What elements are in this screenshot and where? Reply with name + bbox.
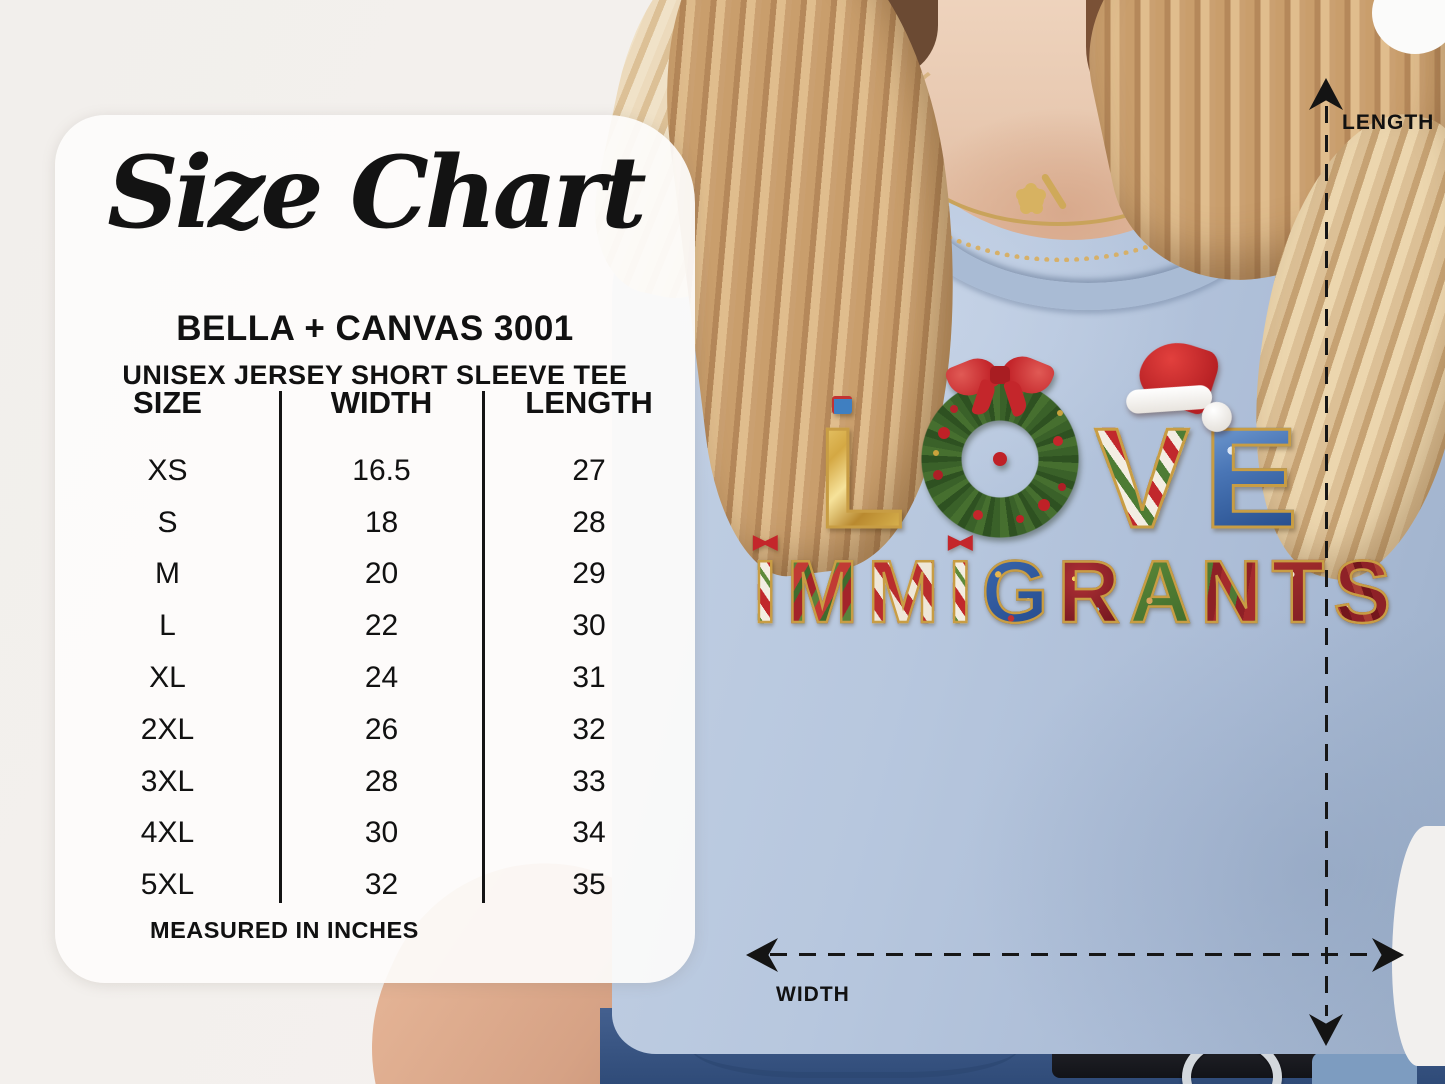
- table-row: 5XL 32 35: [55, 859, 695, 911]
- table-cell: 32: [572, 712, 606, 746]
- table-cell: 27: [572, 453, 606, 487]
- print-letter: N: [1196, 546, 1267, 637]
- table-cell: XL: [149, 661, 186, 695]
- print-letter: M: [863, 546, 944, 637]
- table-row: L 22 30: [55, 600, 695, 652]
- table-cell: 3XL: [140, 764, 195, 798]
- table-row: XL 24 31: [55, 652, 695, 704]
- jeans-seam: [690, 1014, 1020, 1078]
- card-title: Size Chart: [107, 135, 647, 251]
- table-cell: 16.5: [352, 453, 411, 487]
- length-label: LENGTH: [1342, 111, 1435, 134]
- bow-part: [989, 366, 1010, 384]
- size-table: XS 16.5 27 S 18 28 M 20 29 L 22 30 XL 24 31 2XL 26 32 3XL 2…: [55, 445, 695, 911]
- measured-note: MEASURED IN INCHES: [150, 917, 419, 943]
- table-cell: 32: [364, 868, 399, 902]
- print-letter: A: [1124, 546, 1195, 637]
- wreath-letter-o: [918, 349, 1081, 540]
- table-cell: 20: [364, 557, 399, 591]
- table-cell: M: [155, 557, 180, 591]
- table-row: XS 16.5 27: [55, 445, 695, 497]
- column-divider: [279, 391, 282, 903]
- table-cell: XS: [147, 453, 188, 487]
- table-row: 3XL 28 33: [55, 756, 695, 808]
- table-cell: 24: [364, 661, 399, 695]
- print-letter: S: [1329, 546, 1396, 637]
- jeans-edge: [1312, 1052, 1417, 1084]
- table-row: 2XL 26 32: [55, 704, 695, 756]
- table-cell: 2XL: [140, 712, 195, 746]
- print-letter: R: [1053, 546, 1124, 637]
- table-cell: S: [157, 505, 178, 539]
- print-letter: T: [1267, 546, 1329, 637]
- table-cell: 34: [572, 816, 606, 850]
- header-cell: LENGTH: [525, 385, 653, 420]
- print-letter: M: [782, 546, 863, 637]
- table-cell: 35: [572, 868, 606, 902]
- width-label: WIDTH: [776, 983, 850, 1006]
- table-cell: 22: [364, 609, 399, 643]
- santa-hat-icon: [1123, 332, 1247, 445]
- table-row: M 20 29: [55, 549, 695, 601]
- table-cell: 30: [364, 816, 399, 850]
- print-letter: I: [943, 546, 976, 637]
- table-cell: 26: [364, 712, 399, 746]
- brand-line: BELLA + CANVAS 3001: [176, 309, 574, 348]
- print-letter: E: [1202, 399, 1300, 558]
- table-cell: 30: [572, 609, 606, 643]
- table-cell: 28: [364, 764, 399, 798]
- table-cell: L: [159, 609, 176, 643]
- table-cell: 33: [572, 764, 606, 798]
- print-letter: G: [977, 546, 1053, 637]
- table-header-row: SIZE WIDTH LENGTH: [55, 385, 695, 421]
- header-cell: SIZE: [133, 385, 202, 420]
- table-cell: 18: [364, 505, 399, 539]
- necklace-flower-pendant-icon: [1018, 186, 1044, 212]
- print-letter: L: [816, 396, 906, 558]
- size-chart-card: Size Chart BELLA + CANVAS 3001 UNISEX JE…: [55, 115, 695, 983]
- table-row: 4XL 30 34: [55, 808, 695, 860]
- table-row: S 18 28: [55, 497, 695, 549]
- header-cell: WIDTH: [330, 385, 433, 420]
- product-line: UNISEX JERSEY SHORT SLEEVE TEE: [122, 360, 628, 390]
- print-letter: I: [748, 546, 781, 637]
- column-divider: [482, 391, 485, 903]
- length-measure-line: [1325, 106, 1328, 1016]
- table-cell: 29: [572, 557, 606, 591]
- table-cell: 28: [572, 505, 606, 539]
- table-cell: 5XL: [140, 868, 195, 902]
- table-cell: 4XL: [140, 816, 195, 850]
- table-cell: 31: [572, 661, 606, 695]
- print-letter: V: [1093, 399, 1191, 558]
- wreath-ornaments-icon: [992, 452, 1007, 466]
- width-measure-line: [770, 953, 1378, 956]
